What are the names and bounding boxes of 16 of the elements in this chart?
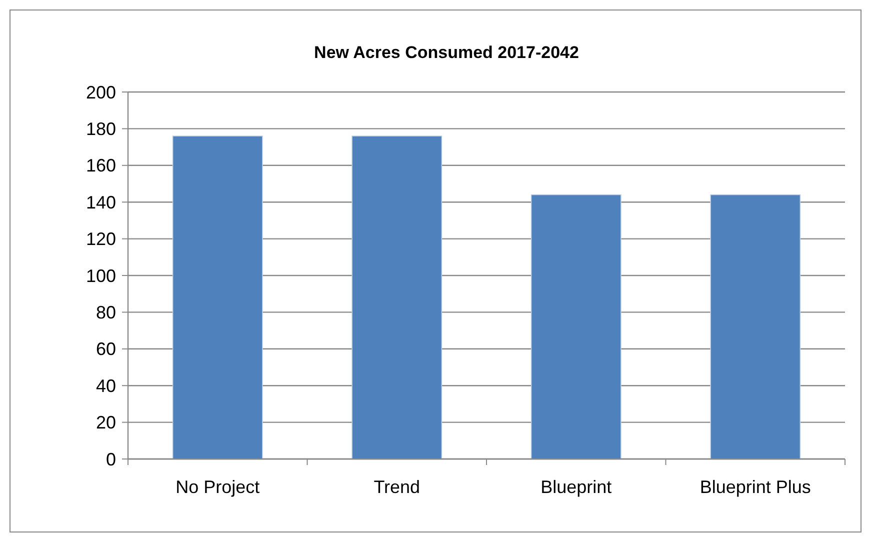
x-tick-label: Blueprint Plus bbox=[700, 477, 811, 497]
y-tick-label: 0 bbox=[106, 449, 116, 470]
y-tick-label: 140 bbox=[86, 192, 116, 212]
y-tick-label: 160 bbox=[86, 156, 116, 176]
y-tick-label: 100 bbox=[86, 266, 116, 286]
y-tick-label: 40 bbox=[96, 376, 116, 396]
y-tick-label: 20 bbox=[96, 412, 116, 433]
y-tick-label: 120 bbox=[86, 229, 116, 250]
y-tick-label: 60 bbox=[96, 339, 116, 360]
x-tick-label: Trend bbox=[374, 477, 420, 497]
y-tick-label: 80 bbox=[96, 302, 116, 322]
x-tick-label: No Project bbox=[176, 477, 260, 497]
chart-title: New Acres Consumed 2017-2042 bbox=[314, 43, 579, 62]
x-tick-label: Blueprint bbox=[540, 477, 612, 497]
y-tick-label: 180 bbox=[86, 119, 116, 139]
y-tick-label: 200 bbox=[86, 82, 116, 102]
